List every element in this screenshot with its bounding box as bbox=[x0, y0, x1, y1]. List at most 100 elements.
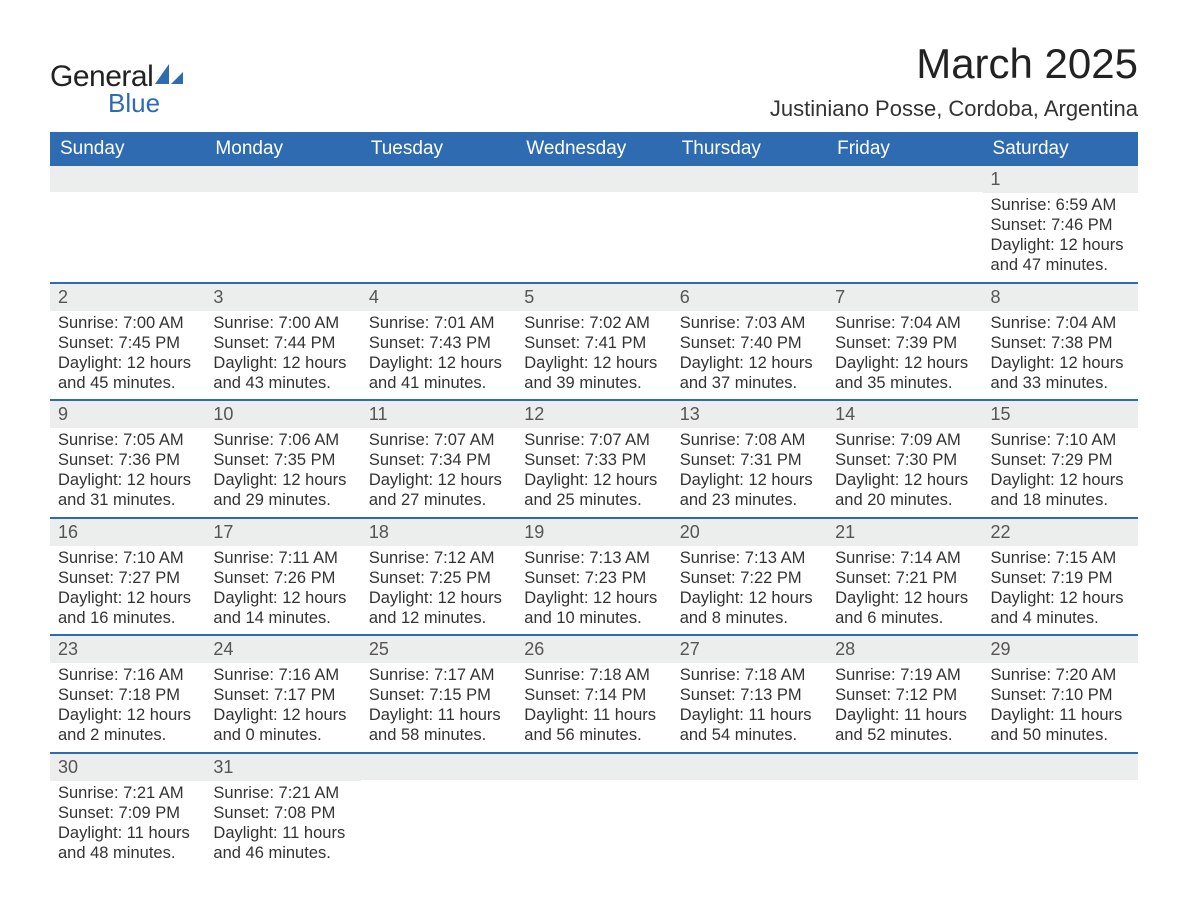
day-number bbox=[205, 166, 360, 192]
sunset-line: Sunset: 7:43 PM bbox=[369, 333, 508, 353]
sunrise-line: Sunrise: 7:04 AM bbox=[991, 313, 1130, 333]
sunset-line: Sunset: 7:31 PM bbox=[680, 450, 819, 470]
day-number: 22 bbox=[983, 519, 1138, 546]
sunrise-line: Sunrise: 7:07 AM bbox=[369, 430, 508, 450]
sunrise-line: Sunrise: 7:02 AM bbox=[524, 313, 663, 333]
sunset-line: Sunset: 7:26 PM bbox=[213, 568, 352, 588]
day-number: 16 bbox=[50, 519, 205, 546]
sunset-line: Sunset: 7:12 PM bbox=[835, 685, 974, 705]
calendar-day-cell bbox=[516, 753, 671, 870]
daylight-line: Daylight: 12 hours and 10 minutes. bbox=[524, 588, 663, 628]
sunrise-line: Sunrise: 7:13 AM bbox=[680, 548, 819, 568]
weekday-header: Monday bbox=[205, 132, 360, 166]
sunrise-line: Sunrise: 7:03 AM bbox=[680, 313, 819, 333]
sunrise-line: Sunrise: 7:06 AM bbox=[213, 430, 352, 450]
calendar-day-cell bbox=[516, 166, 671, 283]
daylight-line: Daylight: 11 hours and 56 minutes. bbox=[524, 705, 663, 745]
day-number bbox=[516, 754, 671, 780]
sunrise-line: Sunrise: 7:17 AM bbox=[369, 665, 508, 685]
sunset-line: Sunset: 7:22 PM bbox=[680, 568, 819, 588]
day-details: Sunrise: 7:04 AMSunset: 7:39 PMDaylight:… bbox=[827, 311, 982, 400]
calendar-day-cell: 1Sunrise: 6:59 AMSunset: 7:46 PMDaylight… bbox=[983, 166, 1138, 283]
daylight-line: Daylight: 12 hours and 14 minutes. bbox=[213, 588, 352, 628]
sunrise-line: Sunrise: 7:18 AM bbox=[680, 665, 819, 685]
day-number: 31 bbox=[205, 754, 360, 781]
daylight-line: Daylight: 12 hours and 8 minutes. bbox=[680, 588, 819, 628]
sunset-line: Sunset: 7:29 PM bbox=[991, 450, 1130, 470]
day-number bbox=[983, 754, 1138, 780]
daylight-line: Daylight: 12 hours and 18 minutes. bbox=[991, 470, 1130, 510]
calendar-day-cell: 11Sunrise: 7:07 AMSunset: 7:34 PMDayligh… bbox=[361, 400, 516, 518]
sunset-line: Sunset: 7:09 PM bbox=[58, 803, 197, 823]
daylight-line: Daylight: 11 hours and 52 minutes. bbox=[835, 705, 974, 745]
day-details: Sunrise: 7:10 AMSunset: 7:27 PMDaylight:… bbox=[50, 546, 205, 635]
calendar-day-cell: 28Sunrise: 7:19 AMSunset: 7:12 PMDayligh… bbox=[827, 635, 982, 753]
day-details: Sunrise: 7:09 AMSunset: 7:30 PMDaylight:… bbox=[827, 428, 982, 517]
day-number bbox=[672, 754, 827, 780]
daylight-line: Daylight: 11 hours and 58 minutes. bbox=[369, 705, 508, 745]
daylight-line: Daylight: 11 hours and 54 minutes. bbox=[680, 705, 819, 745]
day-number bbox=[50, 166, 205, 192]
daylight-line: Daylight: 12 hours and 6 minutes. bbox=[835, 588, 974, 628]
calendar-day-cell: 4Sunrise: 7:01 AMSunset: 7:43 PMDaylight… bbox=[361, 283, 516, 401]
calendar-day-cell: 9Sunrise: 7:05 AMSunset: 7:36 PMDaylight… bbox=[50, 400, 205, 518]
sail-icon bbox=[155, 64, 183, 86]
calendar-day-cell: 18Sunrise: 7:12 AMSunset: 7:25 PMDayligh… bbox=[361, 518, 516, 636]
sunset-line: Sunset: 7:39 PM bbox=[835, 333, 974, 353]
sunset-line: Sunset: 7:34 PM bbox=[369, 450, 508, 470]
calendar-day-cell: 12Sunrise: 7:07 AMSunset: 7:33 PMDayligh… bbox=[516, 400, 671, 518]
calendar-week-row: 16Sunrise: 7:10 AMSunset: 7:27 PMDayligh… bbox=[50, 518, 1138, 636]
sunrise-line: Sunrise: 7:12 AM bbox=[369, 548, 508, 568]
day-number: 11 bbox=[361, 401, 516, 428]
day-number: 8 bbox=[983, 284, 1138, 311]
sunset-line: Sunset: 7:18 PM bbox=[58, 685, 197, 705]
sunset-line: Sunset: 7:15 PM bbox=[369, 685, 508, 705]
day-number: 29 bbox=[983, 636, 1138, 663]
day-number: 7 bbox=[827, 284, 982, 311]
daylight-line: Daylight: 12 hours and 45 minutes. bbox=[58, 353, 197, 393]
calendar-day-cell: 21Sunrise: 7:14 AMSunset: 7:21 PMDayligh… bbox=[827, 518, 982, 636]
day-number: 24 bbox=[205, 636, 360, 663]
calendar-day-cell: 29Sunrise: 7:20 AMSunset: 7:10 PMDayligh… bbox=[983, 635, 1138, 753]
calendar-day-cell: 30Sunrise: 7:21 AMSunset: 7:09 PMDayligh… bbox=[50, 753, 205, 870]
location-subtitle: Justiniano Posse, Cordoba, Argentina bbox=[770, 96, 1138, 122]
day-number: 20 bbox=[672, 519, 827, 546]
daylight-line: Daylight: 12 hours and 20 minutes. bbox=[835, 470, 974, 510]
calendar-day-cell: 19Sunrise: 7:13 AMSunset: 7:23 PMDayligh… bbox=[516, 518, 671, 636]
day-number: 23 bbox=[50, 636, 205, 663]
weekday-header-row: SundayMondayTuesdayWednesdayThursdayFrid… bbox=[50, 132, 1138, 166]
calendar-day-cell: 8Sunrise: 7:04 AMSunset: 7:38 PMDaylight… bbox=[983, 283, 1138, 401]
sunset-line: Sunset: 7:08 PM bbox=[213, 803, 352, 823]
calendar-day-cell: 31Sunrise: 7:21 AMSunset: 7:08 PMDayligh… bbox=[205, 753, 360, 870]
calendar-day-cell bbox=[983, 753, 1138, 870]
calendar-day-cell: 25Sunrise: 7:17 AMSunset: 7:15 PMDayligh… bbox=[361, 635, 516, 753]
day-details: Sunrise: 7:01 AMSunset: 7:43 PMDaylight:… bbox=[361, 311, 516, 400]
sunset-line: Sunset: 7:36 PM bbox=[58, 450, 197, 470]
day-details: Sunrise: 7:15 AMSunset: 7:19 PMDaylight:… bbox=[983, 546, 1138, 635]
calendar-day-cell: 23Sunrise: 7:16 AMSunset: 7:18 PMDayligh… bbox=[50, 635, 205, 753]
daylight-line: Daylight: 12 hours and 47 minutes. bbox=[991, 235, 1130, 275]
day-details: Sunrise: 7:00 AMSunset: 7:44 PMDaylight:… bbox=[205, 311, 360, 400]
calendar-day-cell bbox=[827, 753, 982, 870]
calendar-day-cell bbox=[672, 753, 827, 870]
day-details: Sunrise: 7:02 AMSunset: 7:41 PMDaylight:… bbox=[516, 311, 671, 400]
day-details: Sunrise: 7:04 AMSunset: 7:38 PMDaylight:… bbox=[983, 311, 1138, 400]
day-details: Sunrise: 7:13 AMSunset: 7:22 PMDaylight:… bbox=[672, 546, 827, 635]
weekday-header: Sunday bbox=[50, 132, 205, 166]
calendar-day-cell: 2Sunrise: 7:00 AMSunset: 7:45 PMDaylight… bbox=[50, 283, 205, 401]
calendar-day-cell bbox=[205, 166, 360, 283]
day-details: Sunrise: 7:07 AMSunset: 7:34 PMDaylight:… bbox=[361, 428, 516, 517]
day-number bbox=[361, 166, 516, 192]
sunset-line: Sunset: 7:13 PM bbox=[680, 685, 819, 705]
day-details: Sunrise: 7:12 AMSunset: 7:25 PMDaylight:… bbox=[361, 546, 516, 635]
daylight-line: Daylight: 12 hours and 39 minutes. bbox=[524, 353, 663, 393]
day-number: 5 bbox=[516, 284, 671, 311]
day-details: Sunrise: 7:03 AMSunset: 7:40 PMDaylight:… bbox=[672, 311, 827, 400]
sunrise-line: Sunrise: 7:00 AM bbox=[58, 313, 197, 333]
sunrise-line: Sunrise: 7:19 AM bbox=[835, 665, 974, 685]
sunset-line: Sunset: 7:44 PM bbox=[213, 333, 352, 353]
sunset-line: Sunset: 7:40 PM bbox=[680, 333, 819, 353]
sunset-line: Sunset: 7:25 PM bbox=[369, 568, 508, 588]
day-number: 1 bbox=[983, 166, 1138, 193]
sunrise-line: Sunrise: 7:21 AM bbox=[58, 783, 197, 803]
